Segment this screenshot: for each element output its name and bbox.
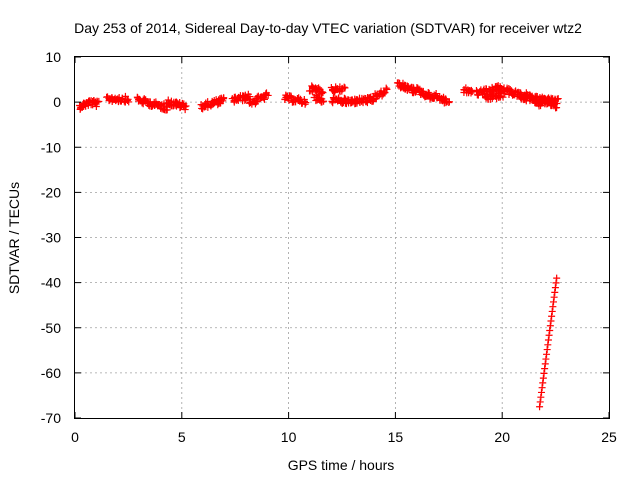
- grid-lines: [75, 57, 609, 418]
- data-point: [545, 331, 553, 339]
- data-point: [341, 84, 349, 92]
- data-point: [260, 95, 268, 103]
- data-point: [499, 93, 507, 101]
- data-point: [548, 307, 556, 315]
- data-point: [254, 97, 262, 105]
- x-tick-label: 20: [494, 429, 510, 445]
- data-point: [425, 89, 433, 97]
- data-point: [539, 374, 547, 382]
- data-point: [552, 279, 560, 287]
- data-point: [318, 98, 326, 106]
- data-point: [550, 298, 558, 306]
- data-point: [540, 369, 548, 377]
- data-point: [553, 104, 561, 112]
- data-point: [302, 99, 310, 107]
- data-point: [538, 384, 546, 392]
- y-tick-label: -50: [41, 320, 61, 336]
- data-point: [329, 99, 337, 107]
- y-tick-label: -70: [41, 410, 61, 426]
- x-axis-title: GPS time / hours: [288, 457, 395, 473]
- data-point: [163, 106, 171, 114]
- x-tick-label: 5: [178, 429, 186, 445]
- x-tick-label: 10: [281, 429, 297, 445]
- x-tick-label: 15: [388, 429, 404, 445]
- data-point: [536, 403, 544, 411]
- y-tick-label: 0: [53, 94, 61, 110]
- data-point: [543, 350, 551, 358]
- data-point: [551, 284, 559, 292]
- data-point: [547, 317, 555, 325]
- data-point: [301, 100, 309, 108]
- data-point: [320, 97, 328, 105]
- data-point: [542, 355, 550, 363]
- data-point: [78, 104, 86, 112]
- data-point: [181, 106, 189, 114]
- data-point: [123, 96, 131, 104]
- data-point: [366, 93, 374, 101]
- data-point: [252, 98, 260, 106]
- axis-ticks: 0 5 10 15 20 25 10 0 -10 -20 -30 -40 -50 -60 -70: [41, 49, 617, 445]
- data-point: [546, 322, 554, 330]
- data-point: [536, 398, 544, 406]
- data-point: [553, 274, 561, 282]
- data-points: [76, 79, 562, 411]
- data-point: [445, 98, 453, 106]
- data-point: [537, 393, 545, 401]
- y-axis-title: SDTVAR / TECUs: [6, 182, 22, 294]
- data-point: [543, 346, 551, 354]
- data-point: [467, 89, 475, 97]
- data-point: [544, 341, 552, 349]
- data-point: [315, 84, 323, 92]
- data-point: [92, 103, 100, 111]
- data-point: [95, 97, 103, 105]
- y-tick-label: -60: [41, 365, 61, 381]
- data-point: [541, 360, 549, 368]
- x-tick-label: 25: [601, 429, 617, 445]
- data-point: [125, 98, 133, 106]
- y-tick-label: -30: [41, 230, 61, 246]
- data-point: [550, 293, 558, 301]
- data-point: [264, 91, 272, 99]
- plot-frame: [74, 56, 610, 419]
- data-point: [319, 89, 327, 97]
- y-tick-label: -40: [41, 275, 61, 291]
- data-point: [548, 312, 556, 320]
- data-point: [318, 88, 326, 96]
- data-point: [546, 327, 554, 335]
- data-point: [541, 365, 549, 373]
- data-point: [246, 93, 254, 101]
- data-point: [549, 303, 557, 311]
- data-point: [340, 83, 348, 91]
- data-point: [539, 379, 547, 387]
- data-point: [383, 85, 391, 93]
- data-point: [382, 84, 390, 92]
- data-point: [544, 336, 552, 344]
- data-point: [220, 94, 228, 102]
- y-tick-label: -10: [41, 139, 61, 155]
- y-tick-label: -20: [41, 184, 61, 200]
- y-tick-label: 10: [45, 49, 61, 65]
- data-point: [537, 388, 545, 396]
- data-point: [182, 102, 190, 110]
- data-point: [554, 95, 562, 103]
- chart-title: Day 253 of 2014, Sidereal Day-to-day VTE…: [74, 20, 582, 36]
- x-tick-label: 0: [71, 429, 79, 445]
- data-point: [287, 93, 295, 101]
- data-point: [551, 288, 559, 296]
